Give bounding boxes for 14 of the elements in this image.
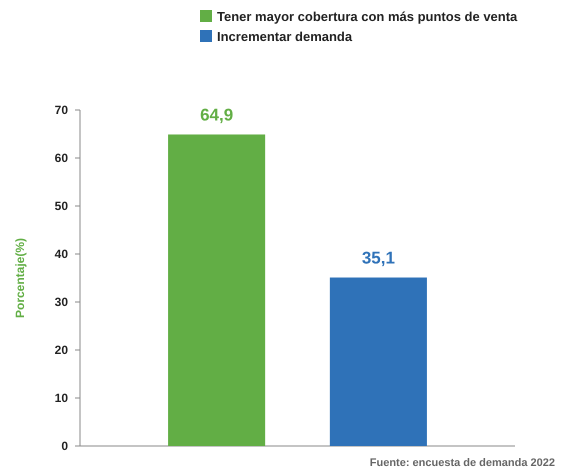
y-tick-label: 10 <box>54 391 68 406</box>
y-tick-label: 20 <box>54 343 68 358</box>
y-tick-label: 30 <box>54 295 68 310</box>
y-tick-label: 40 <box>54 247 68 262</box>
y-tick-label: 50 <box>54 199 68 214</box>
y-tick-label: 70 <box>54 103 68 118</box>
y-tick-label: 0 <box>61 439 68 454</box>
legend-label: Tener mayor cobertura con más puntos de venta <box>217 9 518 24</box>
data-label: 35,1 <box>362 248 395 268</box>
y-axis-title: Porcentaje(%) <box>13 238 27 318</box>
legend-label: Incrementar demanda <box>217 29 353 44</box>
y-tick-label: 60 <box>54 151 68 166</box>
source-note: Fuente: encuesta de demanda 2022 <box>370 457 555 469</box>
data-label: 64,9 <box>200 105 234 124</box>
